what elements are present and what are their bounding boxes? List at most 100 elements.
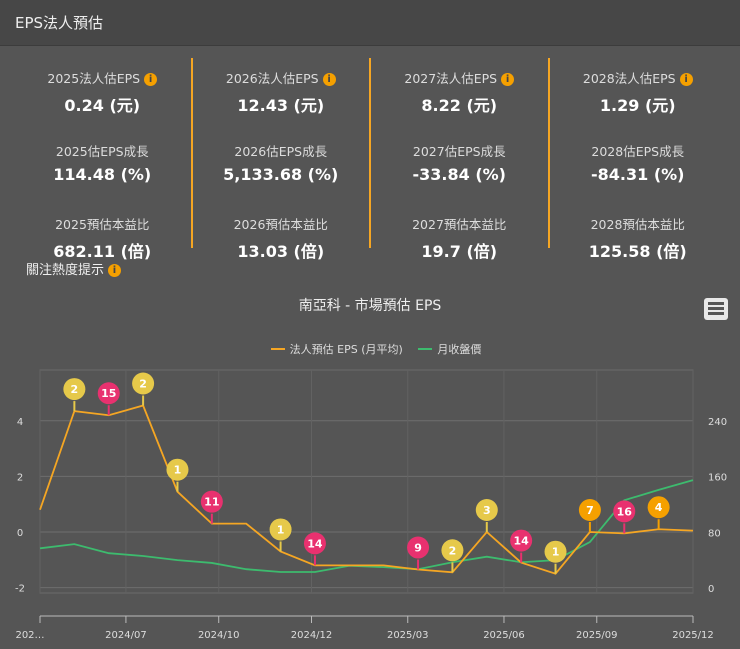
attention-marker[interactable]: 1 <box>544 540 567 574</box>
marker-count: 1 <box>277 523 285 536</box>
marker-count: 1 <box>174 464 182 477</box>
attention-marker[interactable]: 2 <box>132 372 155 406</box>
marker-badge <box>269 518 292 541</box>
y-left-tick: 2 <box>17 472 23 483</box>
y-right-tick: 160 <box>708 473 727 484</box>
eps-label: 2027法人估EPS i <box>371 68 548 86</box>
y-right-tick: 80 <box>708 528 721 539</box>
marker-count: 15 <box>101 387 116 400</box>
eps-value: 1.29 (元) <box>599 96 676 115</box>
marker-count: 3 <box>483 504 491 517</box>
stat-col: 2025法人估EPS i 0.24 (元) 2025估EPS成長 114.48 (%)… <box>14 58 191 261</box>
series-line-price <box>39 479 694 573</box>
attention-marker[interactable]: 11 <box>200 490 223 524</box>
attention-marker[interactable]: 14 <box>303 532 326 566</box>
x-tick-label: 2024/12 <box>291 630 333 641</box>
pe-label: 2027預估本益比 <box>412 217 507 232</box>
marker-count: 7 <box>586 504 594 517</box>
growth-label: 2027估EPS成長 <box>412 144 506 159</box>
stat-col: 2026法人估EPS i 12.43 (元) 2026估EPS成長 5,133.68 … <box>190 58 370 261</box>
y-left-tick: 0 <box>17 528 23 539</box>
attention-marker[interactable]: 15 <box>97 382 120 416</box>
x-tick-label: 2024/07 <box>105 630 147 641</box>
marker-badge <box>200 490 223 513</box>
heat-label: 關注熱度提示 <box>26 263 105 278</box>
marker-badge <box>441 539 464 562</box>
pe-value: 125.58 (倍) <box>588 242 687 261</box>
chart-legend: 法人預估 EPS (月平均) 月收盤價 <box>0 341 740 357</box>
attention-marker[interactable]: 16 <box>613 500 636 534</box>
growth-value: -33.84 (%) <box>412 165 506 184</box>
marker-badge <box>475 499 498 521</box>
growth-label: 2026估EPS成長 <box>234 144 328 159</box>
legend-item-price[interactable]: 月收盤價 <box>406 343 481 356</box>
marker-badge <box>97 382 120 405</box>
pe-label: 2025預估本益比 <box>55 217 150 232</box>
marker-count: 16 <box>617 505 633 518</box>
marker-badge <box>63 378 86 401</box>
y-left-tick: 4 <box>17 417 23 428</box>
growth-value: 5,133.68 (%) <box>223 165 339 184</box>
stat-col: 2027法人估EPS i 8.22 (元) 2027估EPS成長 -33.84 (%)… <box>369 58 548 261</box>
info-icon[interactable]: i <box>679 73 693 86</box>
info-icon[interactable]: i <box>501 73 515 86</box>
heat-hint: 關注熱度提示 i <box>26 259 122 278</box>
marker-badge <box>303 532 326 555</box>
eps-value: 8.22 (元) <box>421 96 498 115</box>
growth-label: 2028估EPS成長 <box>591 144 685 159</box>
marker-badge <box>407 536 430 559</box>
marker-count: 14 <box>514 535 530 548</box>
chart-title: 南亞科 - 市場預估 EPS <box>298 298 442 314</box>
marker-badge <box>132 372 155 395</box>
eps-label: 2025法人估EPS i <box>14 68 191 86</box>
attention-marker[interactable]: 7 <box>578 499 601 532</box>
eps-value: 0.24 (元) <box>64 96 141 115</box>
growth-label: 2025估EPS成長 <box>55 144 149 159</box>
eps-stats: 2025法人估EPS i 0.24 (元) 2025估EPS成長 114.48 (%)… <box>14 58 727 261</box>
x-tick-label: 2025/06 <box>483 630 525 641</box>
panel-header: EPS法人預估 <box>0 0 740 46</box>
attention-marker[interactable]: 2 <box>441 539 464 573</box>
pe-label: 2026預估本益比 <box>233 217 328 232</box>
info-icon[interactable]: i <box>322 73 336 86</box>
marker-count: 14 <box>307 537 323 550</box>
attention-marker[interactable]: 4 <box>647 496 670 530</box>
plot-area <box>39 369 694 594</box>
marker-badge <box>510 529 533 552</box>
series-line-eps <box>39 404 694 575</box>
y-right-tick: 240 <box>708 417 727 428</box>
x-tick-label: 202… <box>15 630 44 641</box>
chart-menu-button[interactable] <box>704 298 728 320</box>
pe-value: 13.03 (倍) <box>237 242 325 261</box>
attention-marker[interactable]: 14 <box>510 529 533 563</box>
attention-marker[interactable]: 9 <box>407 536 430 570</box>
marker-badge <box>613 500 636 523</box>
info-icon[interactable]: i <box>108 264 122 277</box>
growth-value: 114.48 (%) <box>53 165 152 184</box>
y-right-tick: 0 <box>708 584 714 595</box>
attention-marker[interactable]: 2 <box>63 378 86 412</box>
marker-count: 2 <box>71 383 79 396</box>
marker-badge <box>647 496 670 519</box>
attention-marker[interactable]: 3 <box>475 499 498 532</box>
attention-marker[interactable]: 1 <box>166 458 189 492</box>
marker-count: 1 <box>552 546 560 559</box>
marker-badge <box>166 458 189 481</box>
info-icon[interactable]: i <box>144 73 158 86</box>
legend-item-eps[interactable]: 法人預估 EPS (月平均) <box>259 343 403 356</box>
y-left-tick: -2 <box>15 584 25 595</box>
marker-count: 2 <box>449 544 457 557</box>
attention-marker[interactable]: 1 <box>269 518 292 552</box>
panel-title: EPS法人預估 <box>15 14 104 32</box>
pe-value: 19.7 (倍) <box>421 242 498 261</box>
marker-count: 9 <box>414 542 422 555</box>
marker-count: 4 <box>655 501 663 514</box>
eps-label: 2026法人估EPS i <box>193 68 370 86</box>
marker-count: 2 <box>139 378 147 391</box>
eps-label: 2028法人估EPS i <box>550 68 727 86</box>
pe-label: 2028預估本益比 <box>590 217 685 232</box>
marker-badge <box>578 499 601 521</box>
x-tick-label: 2024/10 <box>198 630 240 641</box>
stat-col: 2028法人估EPS i 1.29 (元) 2028估EPS成長 -84.31 (%)… <box>547 58 727 261</box>
